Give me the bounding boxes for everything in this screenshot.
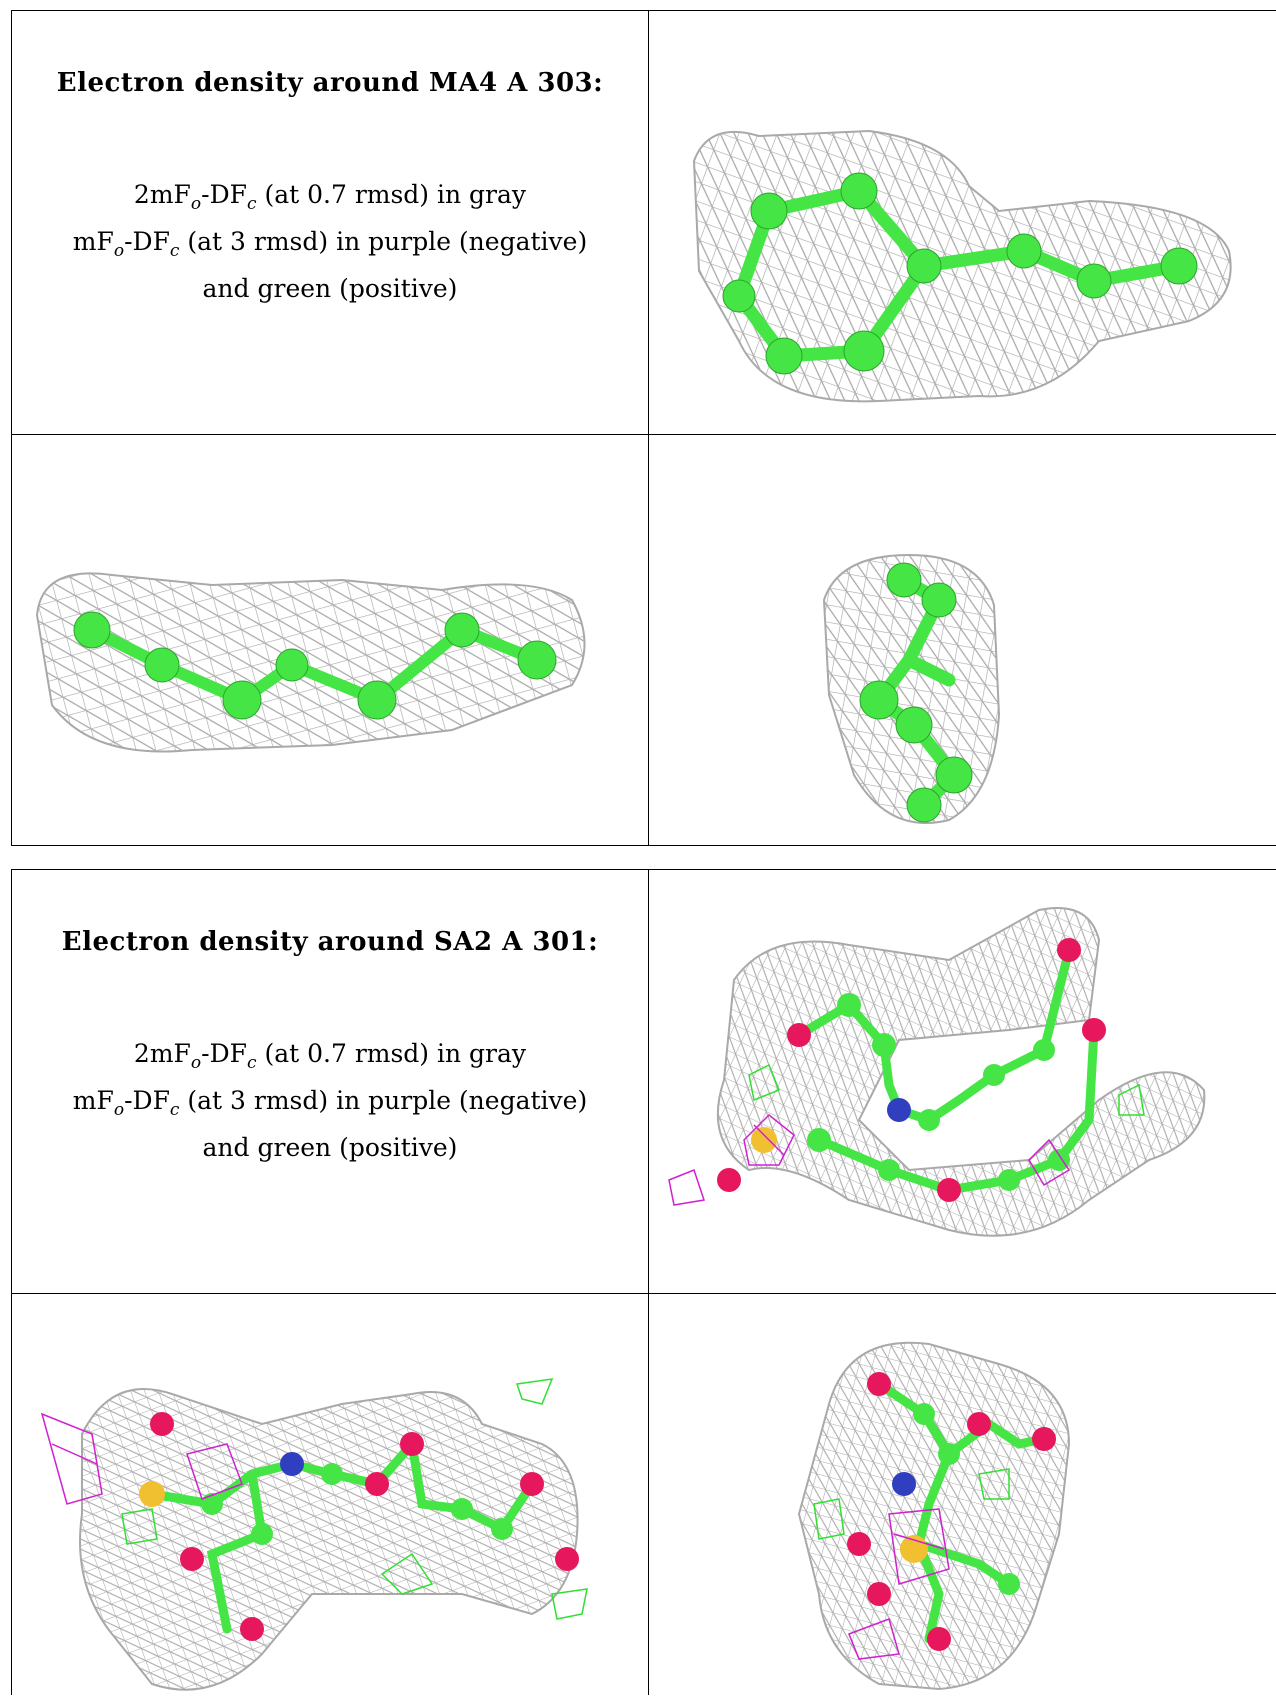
negative-density-mesh	[40, 1412, 243, 1505]
electron-density-mesh	[822, 553, 1001, 824]
density-render-image	[797, 1341, 1071, 1691]
density-render-image	[35, 572, 586, 753]
density-render-image	[822, 553, 1001, 824]
ligand-atoms	[73, 611, 557, 720]
positive-density-mesh	[748, 1063, 1145, 1116]
density-render-image	[692, 129, 1232, 403]
map-legend: 2mFo-DFc (at 0.7 rmsd) in gray mFo-DFc (…	[73, 1035, 587, 1167]
negative-density-mesh	[668, 1113, 1071, 1206]
density-render-image	[668, 907, 1206, 1237]
sa2-density-panel: Electron density around SA2 A 301: 2mFo-…	[11, 869, 1276, 1695]
ligand-atoms	[859, 562, 973, 823]
electron-density-mesh	[716, 907, 1206, 1237]
table-divider-horizontal	[12, 434, 1276, 435]
section-title: Electron density around SA2 A 301:	[61, 926, 599, 957]
sa2-caption-cell: Electron density around SA2 A 301: 2mFo-…	[12, 870, 648, 1293]
sa2-view-end	[649, 1294, 1276, 1696]
ma4-view-end	[649, 435, 1276, 847]
table-divider-horizontal	[12, 1293, 1276, 1294]
section-title: Electron density around MA4 A 303:	[56, 67, 604, 98]
legend-line-mfo: mFo-DFc (at 3 rmsd) in purple (negative)	[72, 226, 588, 261]
legend-line-colors: and green (positive)	[202, 273, 458, 303]
negative-density-mesh	[848, 1508, 950, 1660]
electron-density-mesh	[35, 572, 586, 753]
sa2-view-side	[12, 1294, 648, 1696]
sa2-view-top	[649, 870, 1276, 1293]
density-render-image	[40, 1378, 588, 1691]
legend-line-2mfo: 2mFo-DFc (at 0.7 rmsd) in gray	[133, 1038, 527, 1073]
positive-density-mesh	[813, 1468, 1010, 1540]
legend-line-2mfo: 2mFo-DFc (at 0.7 rmsd) in gray	[133, 179, 527, 214]
table-divider-vertical	[648, 870, 649, 1695]
legend-line-colors: and green (positive)	[202, 1132, 458, 1162]
ma4-view-top	[649, 11, 1276, 434]
positive-density-mesh	[121, 1378, 588, 1620]
ma4-view-side	[12, 435, 648, 847]
map-legend: 2mFo-DFc (at 0.7 rmsd) in gray mFo-DFc (…	[73, 176, 587, 308]
legend-line-mfo: mFo-DFc (at 3 rmsd) in purple (negative)	[72, 1085, 588, 1120]
electron-density-mesh	[79, 1388, 579, 1691]
ma4-density-panel: Electron density around MA4 A 303: 2mFo-…	[11, 10, 1276, 846]
ligand-atoms	[847, 1372, 1056, 1651]
ligand-atoms	[717, 938, 1106, 1202]
ma4-caption-cell: Electron density around MA4 A 303: 2mFo-…	[12, 11, 648, 434]
table-divider-vertical	[648, 11, 649, 845]
ligand-atoms	[722, 172, 1198, 375]
ligand-atoms	[139, 1412, 579, 1641]
